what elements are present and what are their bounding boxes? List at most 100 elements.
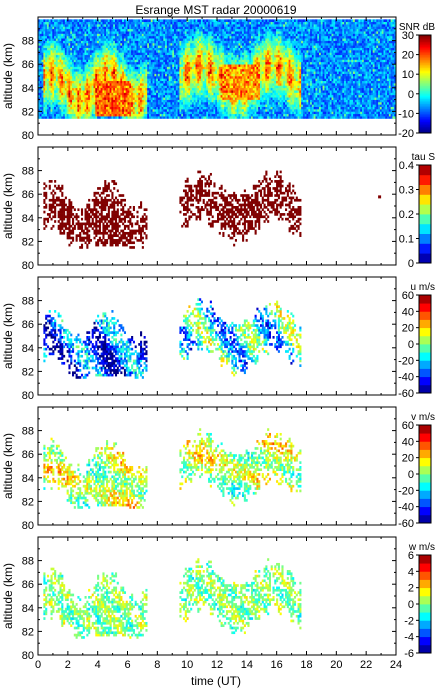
- heatmap-cell: [140, 106, 143, 110]
- heatmap-cell: [245, 99, 248, 103]
- heatmap-cell: [197, 85, 200, 89]
- heatmap-cell: [225, 78, 229, 82]
- heatmap-cell: [140, 31, 143, 34]
- heatmap-cell: [234, 45, 237, 48]
- heatmap-cell: [195, 90, 198, 93]
- heatmap-cell: [225, 99, 229, 103]
- heatmap-cell: [134, 78, 137, 82]
- heatmap-cell: [70, 106, 73, 110]
- heatmap-cell: [213, 87, 216, 91]
- heatmap-cell: [116, 113, 119, 117]
- heatmap-cell: [147, 28, 150, 32]
- heatmap-cell: [143, 90, 146, 93]
- heatmap-cell: [199, 57, 202, 60]
- heatmap-cell: [218, 47, 221, 51]
- heatmap-cell: [75, 38, 78, 41]
- heatmap-cell: [202, 57, 205, 60]
- heatmap-cell: [222, 113, 225, 117]
- heatmap-cell: [245, 64, 248, 67]
- heatmap-cell: [70, 101, 73, 105]
- heatmap-cell: [89, 92, 92, 96]
- heatmap-cell: [174, 45, 177, 48]
- heatmap-cell: [181, 78, 184, 82]
- heatmap-cell: [195, 83, 198, 86]
- heatmap-cell: [152, 28, 155, 32]
- heatmap-cell: [100, 59, 103, 63]
- heatmap-cell: [39, 54, 42, 58]
- heatmap-cell: [86, 45, 89, 48]
- heatmap-cell: [229, 35, 232, 39]
- heatmap-cell: [39, 78, 42, 82]
- heatmap-cell: [134, 113, 137, 117]
- heatmap-cell: [197, 64, 200, 67]
- heatmap-cell: [231, 71, 234, 74]
- heatmap-cell: [165, 109, 168, 112]
- heatmap-cell: [243, 50, 246, 53]
- heatmap-cell: [240, 109, 243, 112]
- heatmap-cell: [148, 113, 152, 117]
- heatmap-cell: [148, 52, 152, 56]
- heatmap-cell: [113, 71, 116, 74]
- heatmap-cell: [50, 40, 53, 44]
- heatmap-cell: [61, 116, 64, 119]
- heatmap-cell: [220, 78, 223, 82]
- heatmap-cell: [231, 83, 234, 86]
- heatmap-cell: [181, 113, 184, 117]
- heatmap-cell: [190, 85, 193, 89]
- heatmap-cell: [61, 19, 64, 23]
- heatmap-cell: [193, 68, 196, 72]
- heatmap-cell: [52, 52, 55, 56]
- heatmap-cell: [199, 104, 202, 107]
- heatmap-cell: [113, 66, 116, 70]
- heatmap-cell: [222, 26, 225, 30]
- heatmap-cell: [208, 85, 211, 89]
- heatmap-cell: [106, 54, 109, 58]
- heatmap-cell: [141, 106, 144, 110]
- heatmap-cell: [57, 66, 60, 70]
- heatmap-cell: [184, 78, 187, 82]
- heatmap-cell: [182, 45, 186, 48]
- heatmap-cell: [208, 50, 211, 53]
- heatmap-cell: [234, 31, 237, 34]
- heatmap-cell: [43, 59, 46, 63]
- heatmap-cell: [240, 94, 243, 98]
- heatmap-cell: [202, 113, 205, 117]
- heatmap-cell: [59, 47, 62, 51]
- heatmap-cell: [170, 78, 173, 82]
- heatmap-cell: [140, 68, 143, 72]
- heatmap-cell: [195, 59, 198, 63]
- heatmap-cell: [111, 61, 114, 65]
- heatmap-cell: [247, 45, 250, 48]
- heatmap-cell: [206, 35, 209, 39]
- heatmap-cell: [193, 42, 196, 46]
- heatmap-cell: [75, 59, 78, 63]
- heatmap-cell: [54, 113, 57, 117]
- heatmap-cell: [120, 83, 123, 86]
- heatmap-cell: [209, 78, 212, 82]
- heatmap-cell: [125, 78, 128, 82]
- heatmap-cell: [106, 104, 109, 107]
- heatmap-cell: [113, 42, 116, 46]
- heatmap-cell: [113, 59, 116, 63]
- heatmap-cell: [229, 59, 232, 63]
- heatmap-cells-snr: [38, 19, 397, 119]
- heatmap-cell: [109, 33, 112, 37]
- heatmap-cell: [199, 113, 202, 117]
- heatmap-cell: [190, 78, 193, 82]
- heatmap-cell: [116, 19, 119, 23]
- heatmap-cell: [206, 83, 209, 86]
- heatmap-cell: [61, 109, 64, 112]
- heatmap-cell: [132, 101, 135, 105]
- heatmap-cell: [154, 40, 157, 44]
- heatmap-cell: [213, 99, 216, 103]
- heatmap-cell: [202, 31, 205, 34]
- heatmap-cell: [39, 76, 42, 79]
- heatmap-cell: [66, 87, 69, 91]
- heatmap-cell: [140, 116, 143, 119]
- heatmap-cell: [100, 31, 103, 34]
- heatmap-cell: [45, 33, 48, 37]
- heatmap-cell: [95, 38, 98, 41]
- heatmap-cell: [95, 90, 98, 93]
- heatmap-cell: [231, 31, 234, 34]
- heatmap-cell: [68, 38, 71, 41]
